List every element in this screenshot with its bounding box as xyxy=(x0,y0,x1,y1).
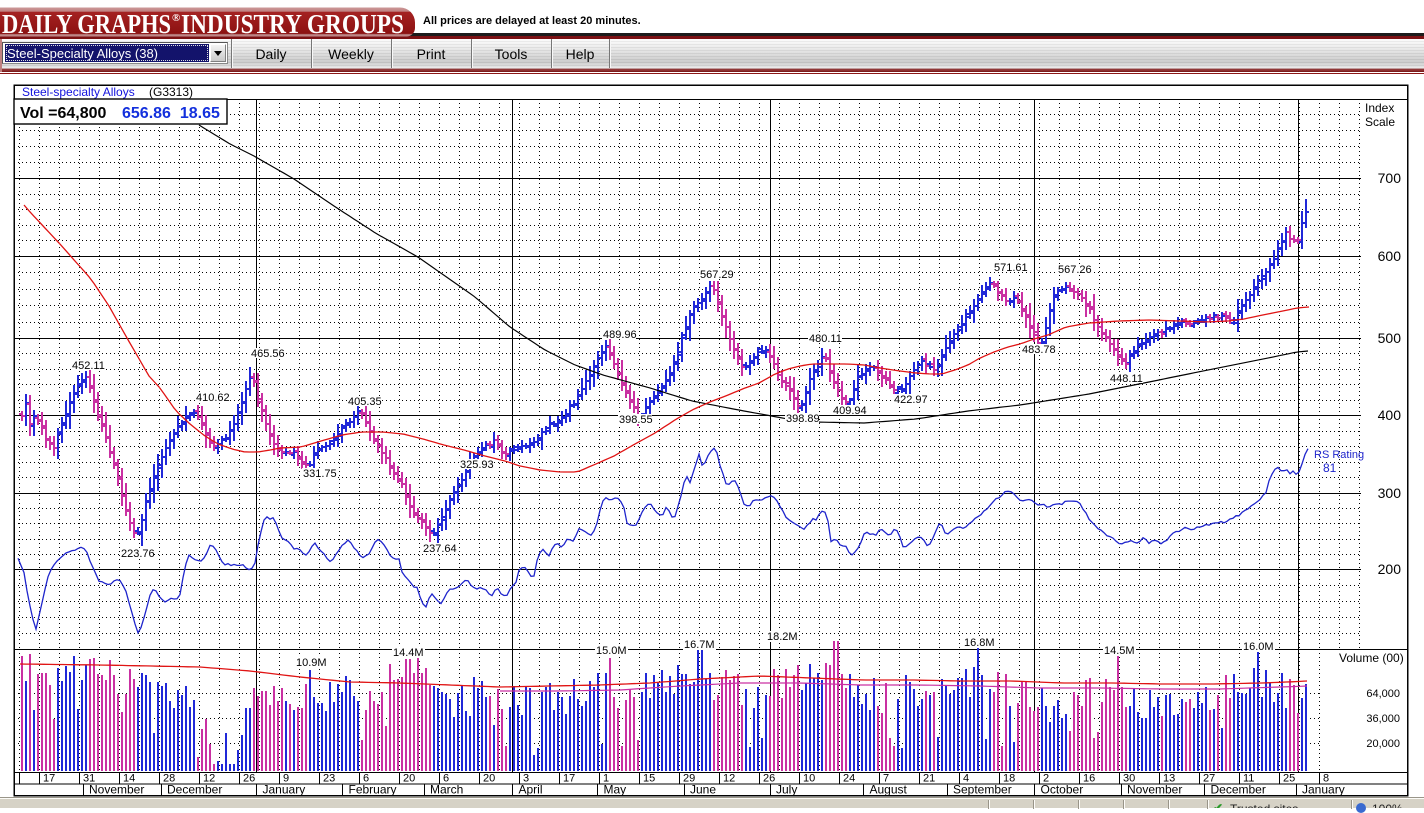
svg-text:November: November xyxy=(89,783,144,797)
svg-text:April: April xyxy=(519,783,543,797)
svg-text:398.55: 398.55 xyxy=(619,414,653,426)
svg-text:465.56: 465.56 xyxy=(251,348,285,360)
svg-text:June: June xyxy=(690,783,716,797)
svg-text:6: 6 xyxy=(443,773,449,785)
svg-text:Index: Index xyxy=(1365,101,1394,115)
svg-text:13: 13 xyxy=(1163,773,1175,785)
svg-text:16.0M: 16.0M xyxy=(1243,641,1274,653)
svg-text:400: 400 xyxy=(1378,407,1402,423)
svg-text:12: 12 xyxy=(723,773,735,785)
svg-text:237.64: 237.64 xyxy=(423,543,457,555)
svg-text:10.9M: 10.9M xyxy=(296,657,327,669)
svg-text:(G3313): (G3313) xyxy=(149,85,193,99)
svg-text:January: January xyxy=(1302,783,1345,797)
svg-text:January: January xyxy=(263,783,306,797)
svg-text:25: 25 xyxy=(1283,773,1295,785)
svg-text:17: 17 xyxy=(563,773,575,785)
svg-text:10: 10 xyxy=(803,773,815,785)
svg-text:14.5M: 14.5M xyxy=(1104,645,1135,657)
svg-text:November: November xyxy=(1127,783,1182,797)
svg-text:Scale: Scale xyxy=(1365,115,1395,129)
svg-text:448.11: 448.11 xyxy=(1110,373,1143,385)
svg-text:29: 29 xyxy=(683,773,695,785)
svg-text:4: 4 xyxy=(963,773,969,785)
svg-text:700: 700 xyxy=(1378,170,1402,186)
svg-text:28: 28 xyxy=(163,773,175,785)
svg-text:23: 23 xyxy=(323,773,335,785)
svg-text:64,000: 64,000 xyxy=(1366,688,1400,700)
svg-text:December: December xyxy=(1211,783,1266,797)
svg-text:September: September xyxy=(953,783,1012,797)
svg-text:16: 16 xyxy=(1083,773,1095,785)
svg-text:RS Rating: RS Rating xyxy=(1314,449,1364,461)
svg-text:Steel-specialty Alloys: Steel-specialty Alloys xyxy=(22,85,135,99)
svg-text:8: 8 xyxy=(1323,773,1329,785)
svg-text:483.78: 483.78 xyxy=(1022,344,1056,356)
svg-text:October: October xyxy=(1041,783,1084,797)
svg-text:81: 81 xyxy=(1323,461,1337,475)
svg-text:August: August xyxy=(870,783,908,797)
svg-text:200: 200 xyxy=(1378,561,1402,577)
svg-text:February: February xyxy=(349,783,397,797)
svg-text:300: 300 xyxy=(1378,485,1402,501)
svg-text:24: 24 xyxy=(843,773,855,785)
svg-text:20: 20 xyxy=(483,773,495,785)
svg-text:Volume (00): Volume (00) xyxy=(1339,651,1404,665)
svg-text:480.11: 480.11 xyxy=(809,333,842,345)
svg-text:27: 27 xyxy=(1203,773,1215,785)
svg-text:409.94: 409.94 xyxy=(833,405,867,417)
svg-text:17: 17 xyxy=(43,773,55,785)
svg-text:INDUSTRY GROUPS: INDUSTRY GROUPS xyxy=(181,9,404,39)
svg-text:26: 26 xyxy=(763,773,775,785)
svg-text:July: July xyxy=(776,783,797,797)
svg-text:31: 31 xyxy=(83,773,95,785)
svg-text:15: 15 xyxy=(643,773,655,785)
svg-text:567.29: 567.29 xyxy=(700,269,734,281)
svg-text:2: 2 xyxy=(1043,773,1049,785)
svg-text:May: May xyxy=(604,783,627,797)
svg-text:®: ® xyxy=(172,12,180,24)
svg-text:26: 26 xyxy=(243,773,255,785)
svg-text:16.8M: 16.8M xyxy=(964,637,995,649)
svg-text:18: 18 xyxy=(1003,773,1015,785)
svg-text:21: 21 xyxy=(923,773,935,785)
svg-text:567.26: 567.26 xyxy=(1058,264,1092,276)
svg-text:452.11: 452.11 xyxy=(72,360,105,372)
svg-text:410.62: 410.62 xyxy=(196,392,230,404)
svg-text:9: 9 xyxy=(283,773,289,785)
svg-text:1: 1 xyxy=(603,773,609,785)
svg-text:14.4M: 14.4M xyxy=(393,647,424,659)
svg-text:20,000: 20,000 xyxy=(1366,738,1400,750)
svg-text:Vol =64,800: Vol =64,800 xyxy=(20,105,107,122)
svg-text:405.35: 405.35 xyxy=(348,396,382,408)
svg-text:571.61: 571.61 xyxy=(994,262,1028,274)
svg-text:223.76: 223.76 xyxy=(121,548,155,560)
svg-text:325.93: 325.93 xyxy=(460,459,494,471)
svg-text:600: 600 xyxy=(1378,248,1402,264)
svg-text:18.2M: 18.2M xyxy=(767,631,798,643)
svg-text:489.96: 489.96 xyxy=(603,329,637,341)
svg-text:331.75: 331.75 xyxy=(303,468,337,480)
svg-text:15.0M: 15.0M xyxy=(596,645,627,657)
svg-text:398.89: 398.89 xyxy=(786,413,820,425)
svg-text:DAILY GRAPHS: DAILY GRAPHS xyxy=(2,9,171,39)
svg-text:20: 20 xyxy=(403,773,415,785)
svg-text:December: December xyxy=(167,783,222,797)
svg-text:16.7M: 16.7M xyxy=(684,639,715,651)
svg-text:14: 14 xyxy=(123,773,135,785)
svg-text:7: 7 xyxy=(883,773,889,785)
svg-text:656.86 18.65: 656.86 18.65 xyxy=(122,105,220,122)
svg-text:422.97: 422.97 xyxy=(894,394,928,406)
svg-text:12: 12 xyxy=(203,773,215,785)
svg-text:March: March xyxy=(430,783,463,797)
svg-text:500: 500 xyxy=(1378,330,1402,346)
svg-text:3: 3 xyxy=(523,773,529,785)
svg-text:6: 6 xyxy=(363,773,369,785)
svg-text:11: 11 xyxy=(1243,773,1254,785)
svg-text:36,000: 36,000 xyxy=(1366,713,1400,725)
svg-text:30: 30 xyxy=(1123,773,1135,785)
